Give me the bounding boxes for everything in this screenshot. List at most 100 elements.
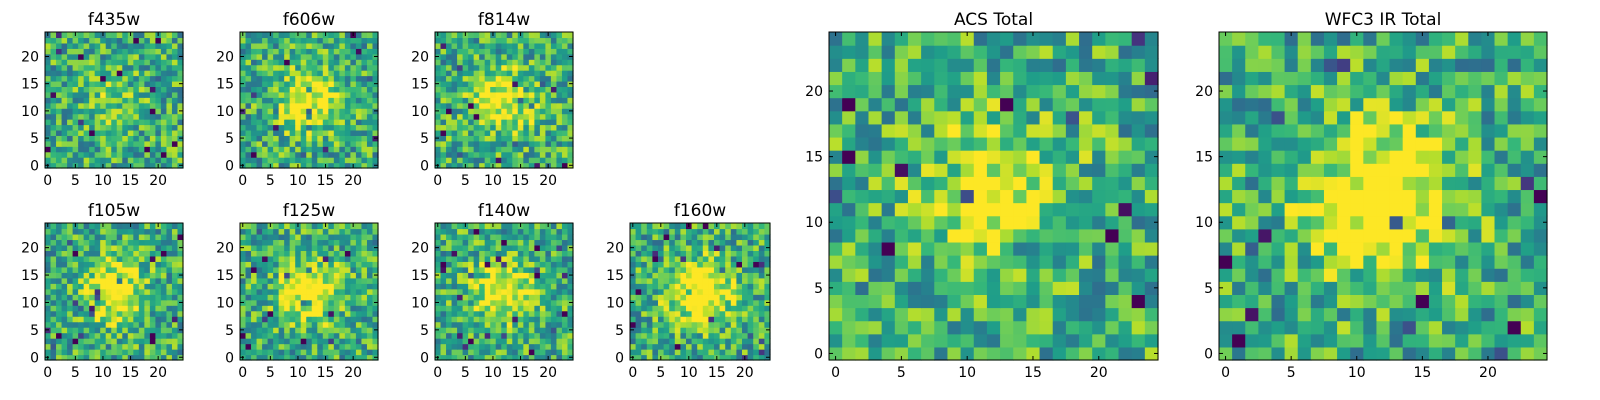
heatmap-cell xyxy=(144,239,151,246)
heatmap-cell xyxy=(440,327,447,334)
heatmap-cell xyxy=(317,349,324,356)
heatmap-cell xyxy=(267,157,274,164)
heatmap-cell xyxy=(539,310,546,317)
heatmap-cell xyxy=(686,288,693,295)
heatmap-cell xyxy=(171,233,179,241)
heatmap-cell xyxy=(468,223,475,230)
heatmap-cell xyxy=(501,48,508,55)
heatmap-cell xyxy=(111,244,118,251)
heatmap-cell xyxy=(355,244,363,251)
heatmap-cell xyxy=(317,288,324,295)
plot-frame xyxy=(239,31,379,169)
heatmap-cell xyxy=(273,140,280,147)
heatmap-cell xyxy=(166,321,173,328)
heatmap-cell xyxy=(67,272,74,279)
heatmap-cell xyxy=(350,108,357,115)
heatmap-cell xyxy=(251,288,258,295)
heatmap-cell xyxy=(674,250,681,257)
heatmap-cell xyxy=(1052,189,1067,204)
heatmap-cell xyxy=(344,91,351,98)
heatmap-cell xyxy=(658,338,665,345)
heatmap-cell xyxy=(267,102,274,109)
heatmap-cell xyxy=(333,59,340,66)
heatmap-cell xyxy=(473,146,480,153)
heatmap-cell xyxy=(686,244,693,251)
heatmap-cell xyxy=(262,80,269,87)
heatmap-cell xyxy=(245,37,252,44)
heatmap-cell xyxy=(67,338,74,345)
heatmap-cell xyxy=(484,332,491,339)
heatmap-cell xyxy=(251,53,258,60)
heatmap-cell xyxy=(328,349,335,356)
heatmap-cell xyxy=(61,140,68,147)
heatmap-cell xyxy=(736,233,743,241)
heatmap-cell xyxy=(355,91,363,98)
heatmap-cell xyxy=(100,102,107,109)
heatmap-cell xyxy=(56,349,63,356)
heatmap-cell xyxy=(446,277,453,284)
heatmap-cell xyxy=(133,146,140,153)
heatmap-cell xyxy=(289,283,296,290)
heatmap-cell xyxy=(702,239,709,246)
heatmap-cell xyxy=(256,32,263,39)
heatmap-cell xyxy=(545,48,552,55)
heatmap-cell xyxy=(501,91,508,98)
heatmap-cell xyxy=(881,281,896,295)
heatmap-cell xyxy=(742,288,749,295)
heatmap-cell xyxy=(440,129,447,136)
heatmap-cell xyxy=(534,261,541,268)
heatmap-cell xyxy=(262,97,269,104)
heatmap-cell xyxy=(523,135,530,142)
heatmap-cell xyxy=(714,277,721,284)
heatmap-cell xyxy=(133,223,140,230)
heatmap-cell xyxy=(1105,281,1120,295)
heatmap-cell xyxy=(295,349,302,356)
heatmap-cell xyxy=(473,53,480,60)
heatmap-cell xyxy=(361,255,368,262)
x-tick-label: 20 xyxy=(344,365,362,381)
heatmap-cell xyxy=(262,146,269,153)
heatmap-cell xyxy=(116,64,123,71)
heatmap-cell xyxy=(89,70,96,77)
heatmap-cell xyxy=(328,151,335,158)
heatmap-cell xyxy=(355,349,363,356)
heatmap-cell xyxy=(240,266,247,273)
heatmap-cell xyxy=(267,113,274,120)
heatmap-cell xyxy=(83,108,90,115)
heatmap-cell xyxy=(61,228,68,235)
heatmap-cell xyxy=(719,316,726,323)
heatmap-cell xyxy=(322,48,329,55)
heatmap-cell xyxy=(764,261,771,268)
heatmap-cell xyxy=(94,332,101,339)
heatmap-cell xyxy=(89,233,96,241)
heatmap-cell xyxy=(534,299,541,306)
heatmap-cell xyxy=(479,255,486,262)
heatmap-cell xyxy=(328,233,335,241)
heatmap-cell xyxy=(160,277,168,284)
heatmap-cell xyxy=(894,255,909,269)
heatmap-cell xyxy=(160,272,168,279)
heatmap-cell xyxy=(311,97,318,104)
heatmap-cell xyxy=(138,305,145,312)
heatmap-cell xyxy=(355,299,363,306)
heatmap-cell xyxy=(333,146,340,153)
heatmap-cell xyxy=(663,228,670,235)
heatmap-cell xyxy=(366,48,374,55)
heatmap-cell xyxy=(89,140,96,147)
heatmap-cell xyxy=(550,294,558,301)
heatmap-cell xyxy=(240,37,247,44)
heatmap-cell xyxy=(344,228,351,235)
heatmap-cell xyxy=(111,332,118,339)
heatmap-cell xyxy=(663,288,670,295)
heatmap-cell xyxy=(122,91,129,98)
heatmap-cell xyxy=(300,70,307,77)
heatmap-cell xyxy=(440,228,447,235)
heatmap-cell xyxy=(523,239,530,246)
heatmap-cell xyxy=(355,102,363,109)
heatmap-cell xyxy=(764,255,771,262)
heatmap-cell xyxy=(468,146,475,153)
heatmap-cell xyxy=(317,305,324,312)
heatmap-cell xyxy=(747,338,754,345)
heatmap-cell xyxy=(50,299,57,306)
heatmap-cell xyxy=(83,86,90,93)
